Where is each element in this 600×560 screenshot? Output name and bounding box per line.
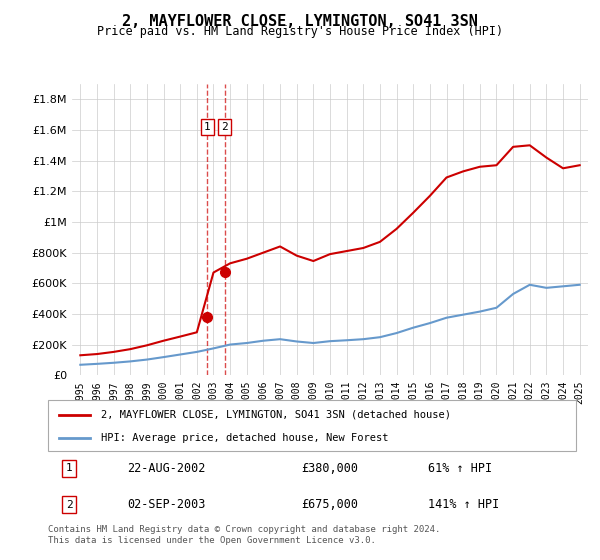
Text: 1: 1	[66, 463, 73, 473]
Text: 22-AUG-2002: 22-AUG-2002	[127, 462, 206, 475]
Text: 2, MAYFLOWER CLOSE, LYMINGTON, SO41 3SN: 2, MAYFLOWER CLOSE, LYMINGTON, SO41 3SN	[122, 14, 478, 29]
Text: Contains HM Land Registry data © Crown copyright and database right 2024.
This d: Contains HM Land Registry data © Crown c…	[48, 525, 440, 545]
Text: 1: 1	[204, 122, 211, 132]
Text: Price paid vs. HM Land Registry's House Price Index (HPI): Price paid vs. HM Land Registry's House …	[97, 25, 503, 38]
Text: £675,000: £675,000	[301, 498, 358, 511]
Text: 2, MAYFLOWER CLOSE, LYMINGTON, SO41 3SN (detached house): 2, MAYFLOWER CLOSE, LYMINGTON, SO41 3SN …	[101, 409, 451, 419]
Text: HPI: Average price, detached house, New Forest: HPI: Average price, detached house, New …	[101, 433, 388, 443]
Text: 02-SEP-2003: 02-SEP-2003	[127, 498, 206, 511]
Text: 61% ↑ HPI: 61% ↑ HPI	[428, 462, 492, 475]
Text: 2: 2	[66, 500, 73, 510]
Text: 141% ↑ HPI: 141% ↑ HPI	[428, 498, 499, 511]
Text: 2: 2	[221, 122, 228, 132]
Text: £380,000: £380,000	[301, 462, 358, 475]
FancyBboxPatch shape	[48, 400, 576, 451]
